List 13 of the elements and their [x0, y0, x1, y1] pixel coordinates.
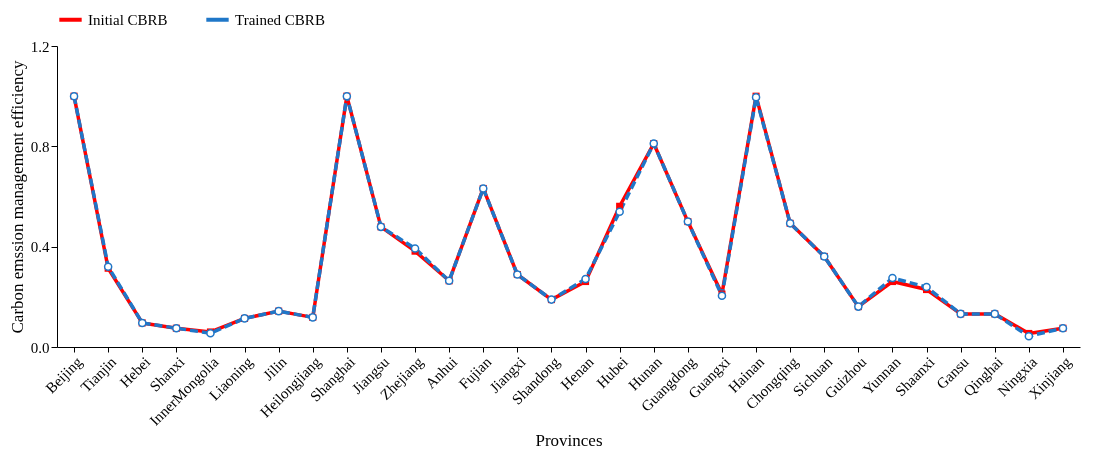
x-axis-title: Provinces	[535, 430, 603, 450]
point	[888, 273, 897, 283]
y-tick-label: 0.0	[30, 339, 50, 356]
point	[615, 207, 624, 217]
legend-label: Trained CBRB	[235, 11, 325, 28]
point	[581, 274, 590, 284]
y-tick-label: 0.8	[30, 138, 50, 155]
point	[1024, 331, 1034, 341]
y-tick-label: 0.4	[30, 239, 50, 256]
y-axis-title: Carbon emssion management efficiency	[7, 60, 27, 334]
legend-label: Initial CBRB	[88, 11, 168, 28]
y-tick-label: 1.2	[30, 38, 50, 55]
point	[922, 282, 931, 292]
